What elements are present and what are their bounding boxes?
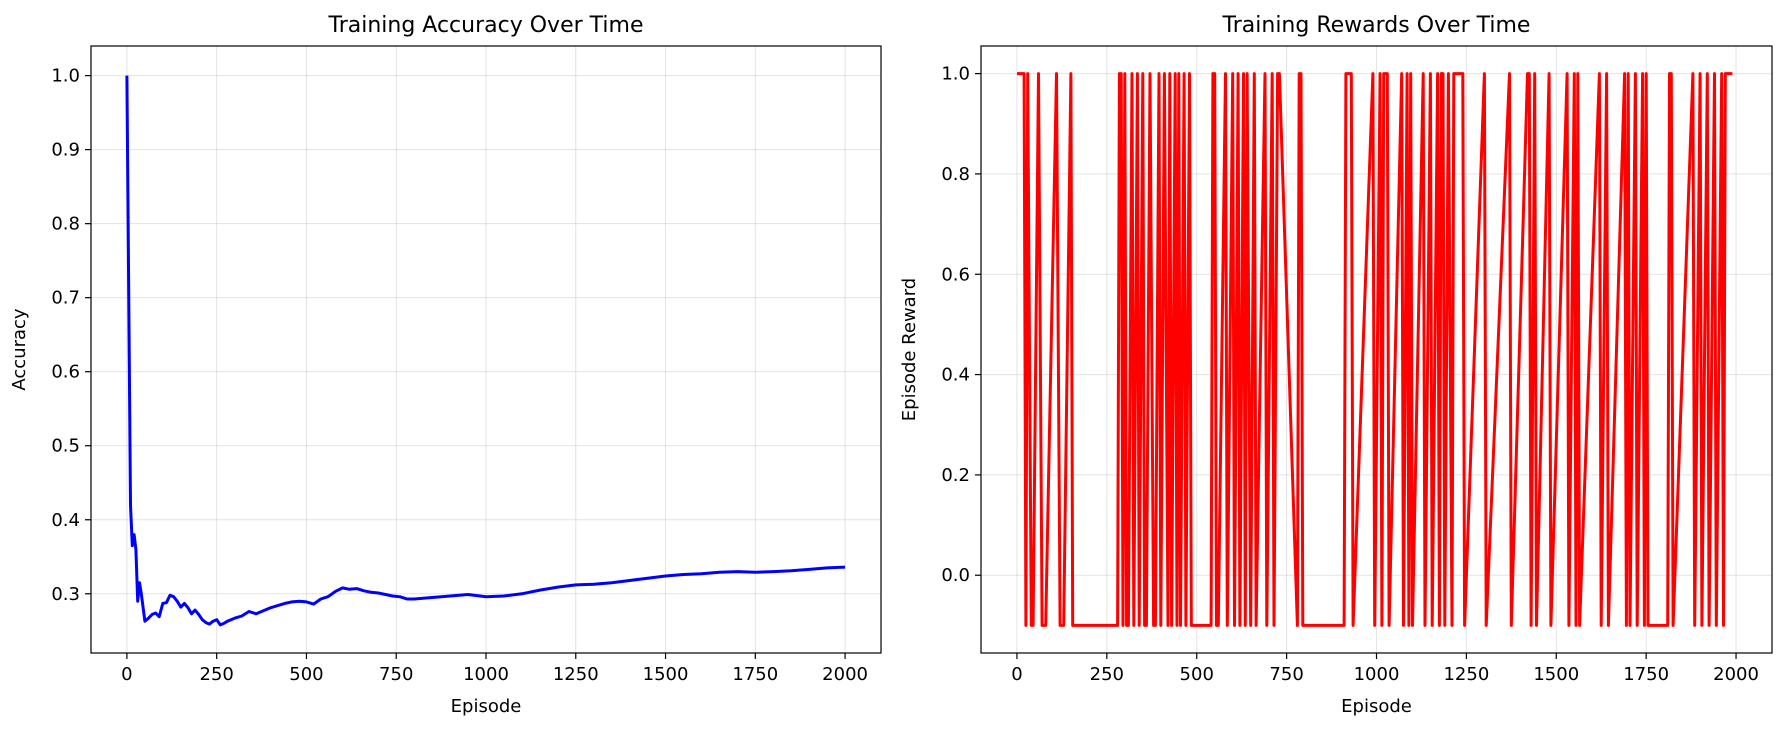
accuracy-chart-ytick-label: 0.8 — [51, 214, 80, 235]
accuracy-chart-xtick-label: 2000 — [822, 664, 868, 685]
accuracy-chart-ylabel: Accuracy — [9, 308, 30, 391]
accuracy-chart-series-line — [125, 75, 846, 627]
rewards-chart-ytick-label: 0.2 — [941, 465, 970, 486]
accuracy-chart-ytick-label: 0.6 — [51, 362, 80, 383]
accuracy-chart-ytick-label: 0.5 — [51, 436, 80, 457]
rewards-chart-series-line — [1017, 72, 1733, 627]
accuracy-chart-ytick-label: 0.3 — [51, 584, 80, 605]
rewards-chart-ytick-label: 0.4 — [941, 365, 970, 386]
accuracy-chart-grid — [91, 46, 881, 653]
rewards-chart-ylabel: Episode Reward — [899, 278, 920, 421]
rewards-chart-xtick-label: 1500 — [1533, 664, 1579, 685]
accuracy-chart: Training Accuracy Over Time 0 250 500 750 10… — [9, 13, 882, 717]
rewards-chart-frame — [980, 45, 1773, 654]
accuracy-chart-xtick-label: 0 — [121, 664, 132, 685]
accuracy-chart-tick-labels: 0 250 500 750 1000 1250 1500 1750 2000 0.3 0.4 0.5 0… — [51, 66, 868, 685]
accuracy-chart-ytick-label: 0.4 — [51, 510, 80, 531]
accuracy-chart-ticks — [85, 75, 846, 659]
accuracy-chart-xtick-label: 250 — [200, 664, 234, 685]
accuracy-chart-xtick-label: 750 — [379, 664, 413, 685]
rewards-chart-ticks — [975, 72, 1737, 659]
rewards-chart-xtick-label: 2000 — [1713, 664, 1759, 685]
rewards-chart-ytick-label: 0.8 — [941, 164, 970, 185]
rewards-chart-xtick-label: 250 — [1090, 664, 1124, 685]
accuracy-chart-xtick-label: 1750 — [732, 664, 778, 685]
rewards-chart-xtick-label: 0 — [1011, 664, 1022, 685]
accuracy-chart-xlabel: Episode — [451, 696, 522, 717]
rewards-chart-xtick-label: 1750 — [1623, 664, 1669, 685]
accuracy-chart-frame — [90, 45, 882, 654]
accuracy-chart-ytick-label: 1.0 — [51, 66, 80, 87]
rewards-chart-xtick-label: 1000 — [1354, 664, 1400, 685]
accuracy-chart-xtick-label: 500 — [289, 664, 323, 685]
accuracy-chart-ytick-label: 0.9 — [51, 140, 80, 161]
rewards-chart-xtick-label: 1250 — [1443, 664, 1489, 685]
rewards-chart-ytick-label: 0.0 — [941, 565, 970, 586]
rewards-chart-ytick-label: 0.6 — [941, 264, 970, 285]
accuracy-chart-xtick-label: 1250 — [553, 664, 599, 685]
rewards-chart-tick-labels: 0 250 500 750 1000 1250 1500 1750 2000 0.0 0.2 0.4 0… — [941, 64, 1759, 685]
accuracy-chart-xtick-label: 1500 — [643, 664, 689, 685]
rewards-chart: Training Rewards Over Time 0 250 500 750 100… — [899, 13, 1773, 717]
rewards-chart-series — [1017, 72, 1733, 627]
rewards-chart-xtick-label: 500 — [1180, 664, 1214, 685]
rewards-chart-xtick-label: 750 — [1269, 664, 1303, 685]
accuracy-chart-xtick-label: 1000 — [463, 664, 509, 685]
rewards-chart-ytick-label: 1.0 — [941, 64, 970, 85]
rewards-chart-title: Training Rewards Over Time — [1222, 13, 1531, 38]
accuracy-chart-ytick-label: 0.7 — [51, 288, 80, 309]
accuracy-chart-series — [125, 75, 846, 627]
accuracy-chart-title: Training Accuracy Over Time — [328, 13, 644, 38]
rewards-chart-xlabel: Episode — [1341, 696, 1412, 717]
